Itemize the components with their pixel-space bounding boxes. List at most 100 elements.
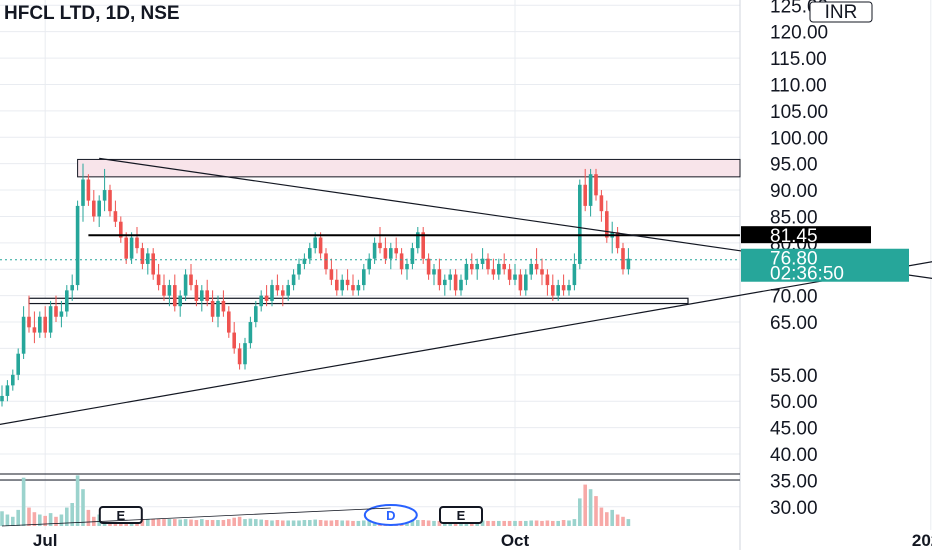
candle [329, 258, 334, 286]
candle [113, 200, 118, 228]
volume-bar [583, 484, 587, 526]
volume-bar [65, 507, 69, 526]
candle-body [92, 200, 96, 217]
volume-bar [70, 503, 74, 526]
volume-bar [146, 519, 150, 526]
candle-body [394, 248, 398, 254]
candle-body [173, 285, 177, 307]
support-zone[interactable] [28, 297, 689, 305]
volume-bar [291, 520, 296, 526]
volume-bar [270, 520, 274, 526]
dividend-marker[interactable]: D [363, 504, 418, 526]
dividend-marker-label: D [386, 508, 395, 523]
candle-body [383, 248, 388, 259]
candle [470, 253, 474, 275]
candle-body [151, 253, 155, 275]
candle [135, 227, 139, 254]
candle-body [156, 274, 161, 286]
volume-bar [264, 520, 269, 526]
candle-body [108, 190, 112, 212]
drawings[interactable] [0, 158, 741, 481]
candle [291, 269, 296, 291]
volume-bar [367, 520, 371, 526]
ascending-trendline[interactable] [0, 254, 932, 425]
candle-body [351, 285, 355, 291]
candle-body [275, 285, 280, 291]
candle [340, 274, 344, 296]
candle [205, 279, 209, 307]
resistance-zone[interactable] [77, 158, 741, 178]
candle [232, 322, 236, 354]
volume-bar [534, 520, 539, 526]
currency-label: INR [825, 2, 858, 23]
candle-body [507, 269, 512, 280]
candles [0, 163, 631, 407]
candle [599, 190, 604, 222]
price-tick-label: 65.00 [770, 313, 818, 334]
volume-bar [626, 519, 631, 526]
currency-badge[interactable]: INR [809, 1, 873, 23]
candle [356, 279, 361, 296]
candle [443, 274, 447, 296]
candle [200, 285, 204, 312]
candle-body [286, 285, 290, 296]
dividend-marker-circle [363, 504, 418, 526]
volume-bar [32, 512, 37, 526]
candle [421, 227, 425, 264]
earnings-marker[interactable]: E [98, 506, 143, 524]
price-tick-label: 95.00 [770, 155, 818, 176]
candle [281, 285, 285, 307]
candle-body [594, 174, 598, 196]
volume-bar [156, 519, 161, 526]
volume-bar [194, 520, 199, 526]
volume-bar [567, 520, 571, 526]
candle [183, 269, 188, 301]
candle-body [259, 295, 263, 307]
time-axis[interactable]: Jul Oct 2022 [33, 531, 932, 550]
candle [351, 274, 355, 296]
candle-body [491, 269, 496, 275]
candle [140, 242, 145, 270]
candle [5, 380, 10, 402]
price-tick-label: 85.00 [770, 207, 818, 228]
candle [216, 295, 220, 328]
trendlines[interactable] [0, 157, 932, 425]
volume-bar [502, 520, 506, 526]
volume-bar [189, 519, 193, 526]
candle-body [486, 258, 490, 270]
candle-body [113, 211, 118, 222]
candle-body [583, 184, 587, 206]
earnings-marker[interactable]: E [439, 506, 483, 524]
volume-bar [5, 514, 10, 526]
candle [518, 269, 523, 296]
volume-bar [281, 520, 285, 526]
earnings-marker-label: E [457, 508, 466, 523]
candle-body [221, 300, 226, 312]
candle [65, 285, 69, 317]
candle-body [183, 274, 188, 296]
candle-body [281, 290, 285, 296]
volume-bar [27, 507, 31, 526]
candle-body [21, 316, 26, 354]
candle-body [270, 285, 274, 301]
price-tick-label: 35.00 [770, 471, 818, 492]
candle-body [140, 248, 145, 264]
candle-body [356, 285, 361, 291]
candle [480, 248, 485, 270]
candle [437, 258, 442, 291]
volume-bar [151, 519, 155, 526]
candle-body [372, 242, 377, 259]
candle-body [459, 279, 463, 291]
candle [151, 248, 155, 280]
volume-bar [507, 520, 512, 526]
volume-bar [491, 520, 496, 526]
volume-bar [432, 520, 436, 526]
price-tick-label: 55.00 [770, 366, 818, 387]
volume-bar [621, 516, 625, 526]
candle-body [426, 258, 431, 275]
candle [270, 279, 274, 307]
candle-body [216, 300, 220, 317]
